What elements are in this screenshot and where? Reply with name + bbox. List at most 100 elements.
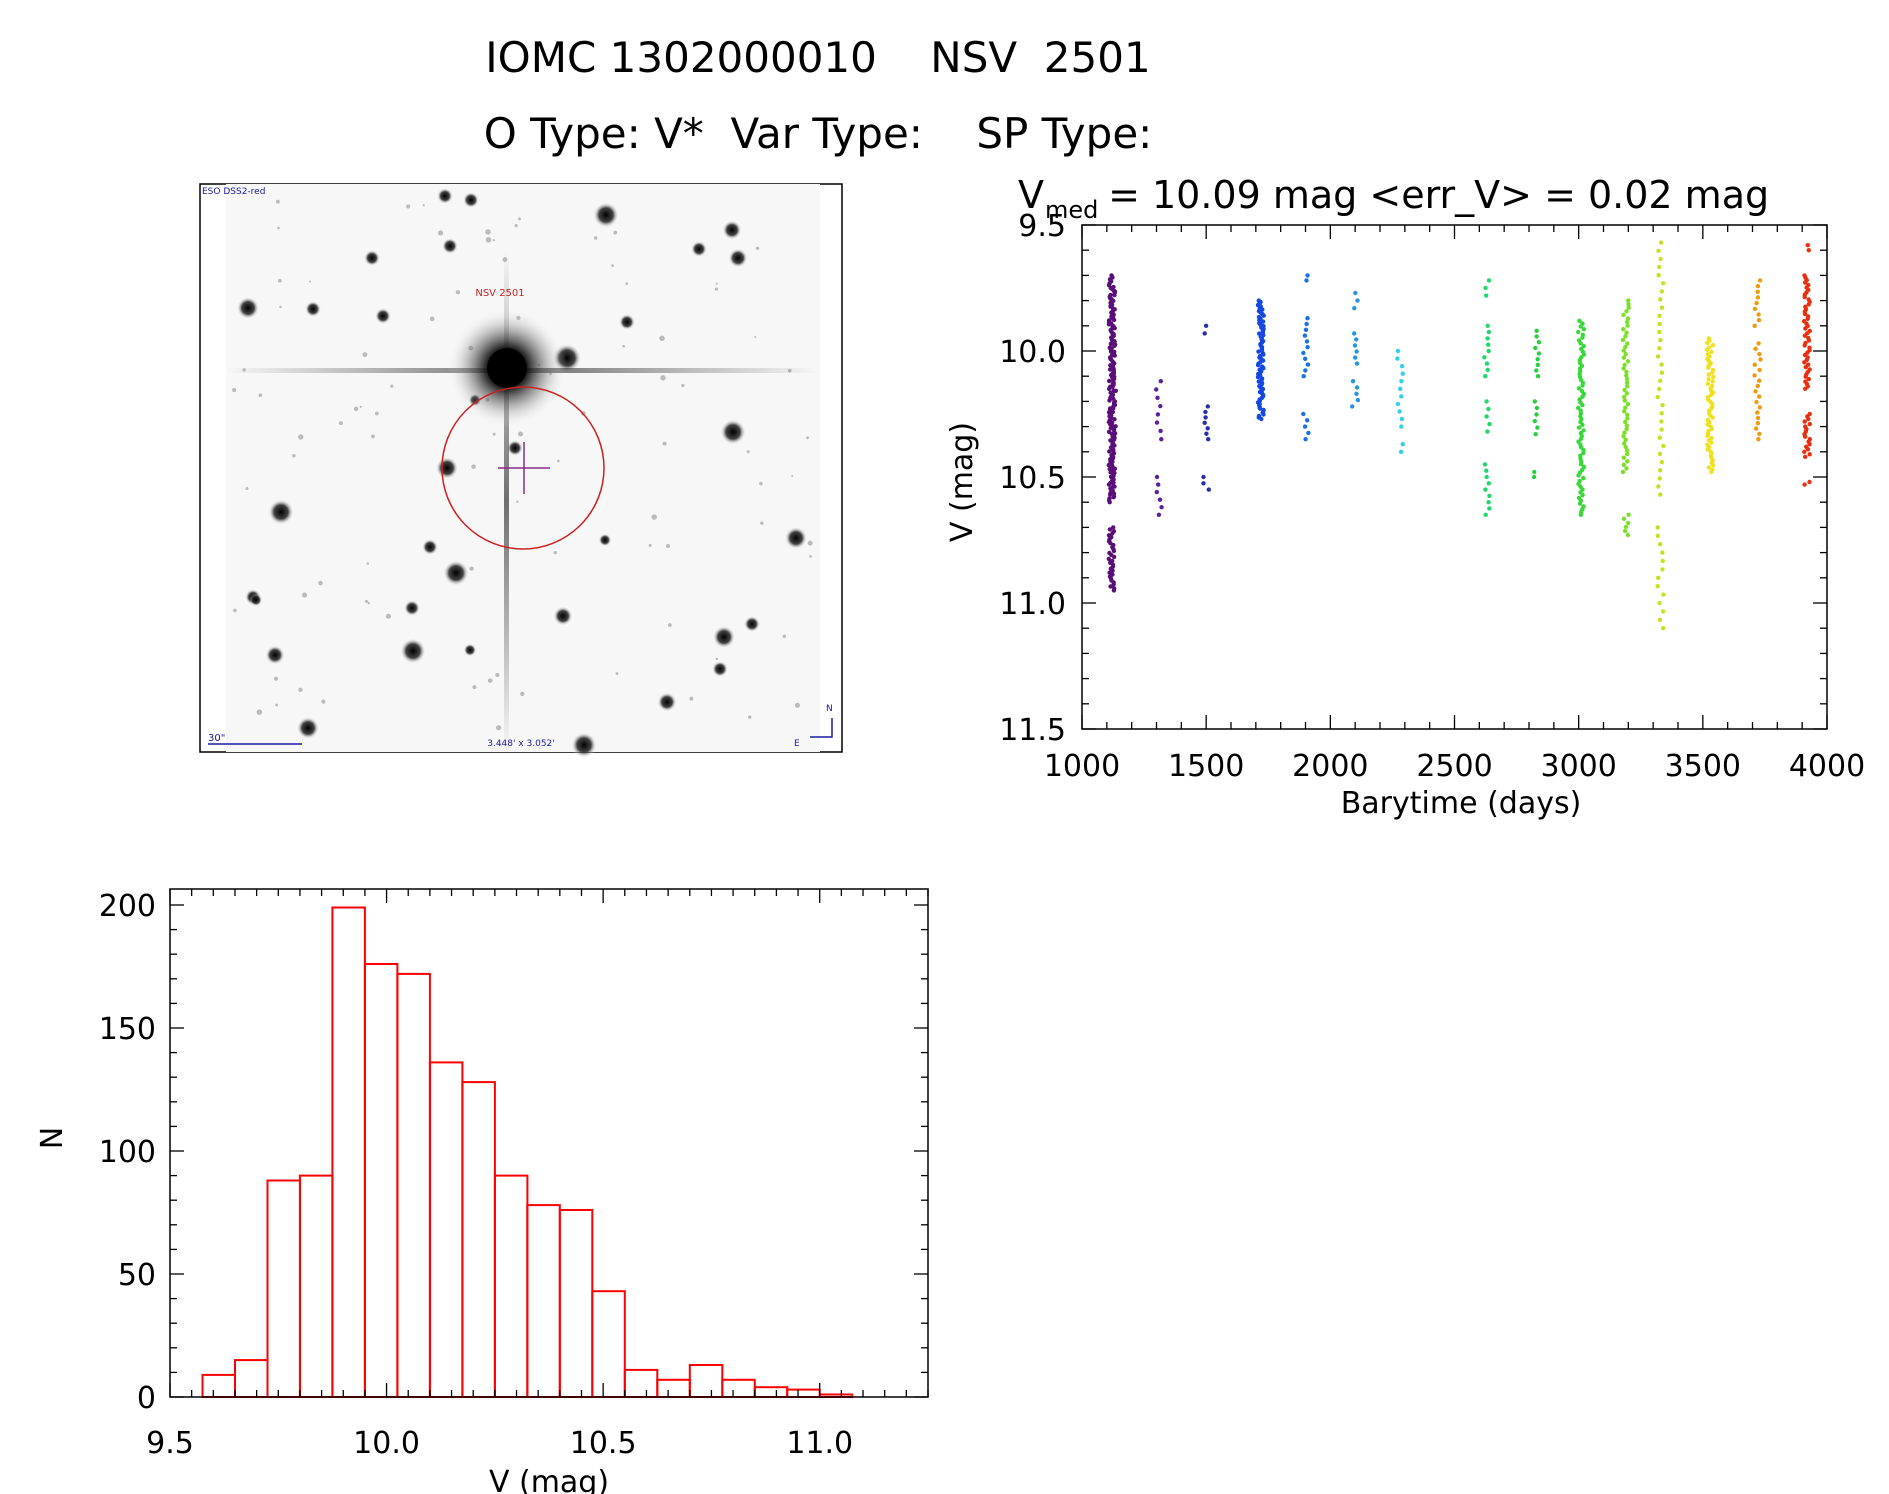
lc-point — [1624, 466, 1629, 471]
lc-point — [1109, 346, 1114, 351]
survey-label: ESO DSS2-red — [202, 187, 265, 197]
hist-ytick-label: 100 — [99, 1135, 156, 1170]
lc-point — [1803, 454, 1808, 459]
lc-point — [1659, 427, 1664, 432]
faint-star — [557, 459, 560, 463]
lc-point — [1803, 326, 1808, 331]
lc-point — [1305, 273, 1310, 278]
lc-point — [1624, 448, 1630, 453]
lc-point — [1755, 421, 1761, 426]
lc-point — [1159, 437, 1164, 442]
lc-point — [1580, 383, 1585, 388]
hist-bar — [558, 1209, 594, 1398]
faint-star — [374, 411, 379, 416]
lc-point — [1710, 463, 1716, 468]
lc-point — [1577, 501, 1583, 506]
lc-point — [1305, 345, 1310, 350]
lc-point — [1802, 419, 1807, 424]
lc-point — [1355, 298, 1360, 303]
field-stars — [232, 188, 813, 758]
faint-star — [429, 316, 435, 322]
lc-point — [1399, 363, 1405, 369]
faint-star — [593, 236, 598, 240]
field-star — [619, 314, 635, 330]
lc-point — [1803, 434, 1808, 439]
lc-point — [1580, 394, 1585, 399]
lc-point — [1536, 340, 1542, 345]
field-star — [744, 616, 760, 632]
lc-point — [1354, 385, 1360, 390]
lc-point — [1109, 413, 1114, 418]
lc-point — [1256, 379, 1262, 384]
lc-point — [1352, 331, 1357, 336]
lc-point — [1487, 506, 1492, 511]
lc-point — [1534, 368, 1539, 373]
lc-point — [1807, 442, 1812, 447]
lc-point — [1705, 381, 1711, 386]
lc-point — [1806, 302, 1811, 307]
lc-point — [1110, 363, 1116, 369]
faint-star — [748, 715, 752, 719]
lc-point — [1581, 352, 1587, 357]
lc-point — [1621, 516, 1627, 521]
lc-xtick-label: 1500 — [1168, 749, 1244, 784]
hist-bar — [688, 1364, 724, 1398]
lc-point — [1578, 324, 1584, 329]
lc-point — [1483, 374, 1488, 379]
lc-point — [1155, 395, 1160, 400]
lc-point — [1354, 391, 1359, 396]
lc-point — [1625, 451, 1630, 457]
hist-bar — [266, 1179, 301, 1398]
field-star — [442, 238, 458, 254]
lc-point — [1803, 386, 1808, 391]
lc-point — [1112, 374, 1117, 379]
lc-point — [1259, 416, 1264, 422]
faint-star — [485, 229, 491, 235]
lc-point — [1580, 492, 1585, 498]
lc-point — [1623, 352, 1629, 357]
lc-point — [1353, 290, 1358, 296]
faint-star — [681, 383, 685, 388]
lc-point — [1581, 343, 1586, 349]
lc-point — [1532, 469, 1537, 475]
faint-star — [302, 592, 308, 598]
lc-point — [1661, 443, 1666, 449]
hist-bar — [753, 1386, 789, 1398]
lc-point — [1112, 466, 1118, 471]
title-line-1: IOMC 1302000010 NSV 2501 — [485, 33, 1150, 82]
lc-point — [1305, 418, 1310, 423]
lc-point — [1107, 378, 1112, 384]
hist-xtick-label: 9.5 — [146, 1426, 194, 1461]
hist-ytick-label: 0 — [137, 1381, 156, 1416]
faint-star — [496, 725, 502, 731]
lc-title-sub: med — [1045, 196, 1098, 224]
lc-point — [1201, 474, 1206, 480]
lc-point — [1624, 391, 1630, 396]
lc-point — [1755, 289, 1760, 294]
field-star — [784, 526, 808, 550]
lc-ytick-label: 10.5 — [999, 461, 1066, 496]
lc-point — [1807, 421, 1813, 427]
faint-star — [615, 672, 619, 675]
lc-point — [1578, 512, 1584, 517]
lc-point — [1534, 334, 1539, 339]
lc-point — [1399, 394, 1404, 399]
lc-point — [1802, 333, 1808, 338]
lc-point — [1621, 312, 1626, 318]
lc-point — [1352, 343, 1358, 348]
lc-point — [1709, 469, 1714, 475]
lc-point — [1110, 531, 1115, 536]
field-star — [722, 220, 742, 240]
lc-point — [1112, 289, 1118, 294]
faint-star — [485, 236, 492, 243]
lc-point — [1202, 420, 1207, 425]
finder-chart: NSV 2501 ESO DSS2-red 30" 3.448' x 3.052… — [199, 183, 843, 758]
lc-point — [1111, 331, 1116, 337]
faint-star — [495, 672, 500, 678]
lc-point — [1657, 346, 1662, 351]
hist-ylabel: N — [35, 1127, 70, 1149]
lc-point — [1581, 327, 1587, 332]
lc-point — [1111, 491, 1117, 496]
lc-xlabel: Barytime (days) — [1341, 786, 1582, 821]
lc-point — [1303, 368, 1308, 373]
